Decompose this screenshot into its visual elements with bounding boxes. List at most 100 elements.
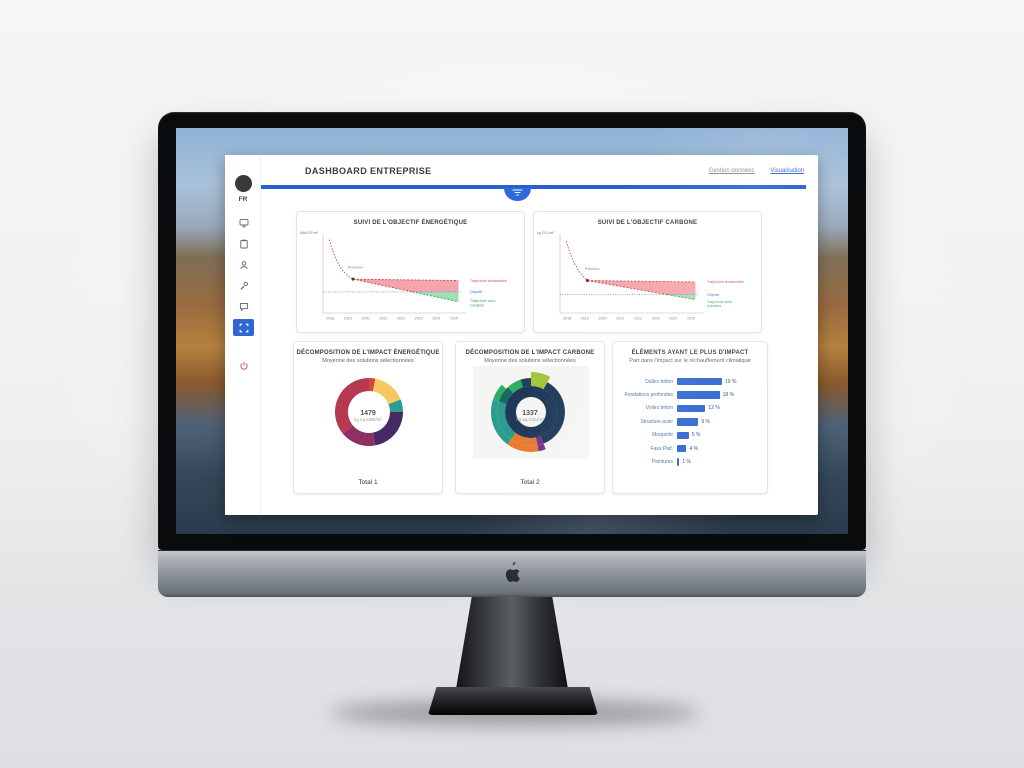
apple-logo-icon: [503, 561, 521, 583]
donut-segment: [531, 378, 548, 390]
legend-label: Trajectoire avec: [707, 300, 733, 304]
bar-row: Moquette 5 %: [621, 429, 759, 442]
donut-segment: [372, 378, 401, 405]
bar-value-label: 12 %: [708, 405, 720, 412]
donut-segment: [369, 378, 376, 392]
bar-row: Structure acier 9 %: [621, 415, 759, 428]
card-title: ÉLÉMENTS AYANT LE PLUS D'IMPACT: [631, 350, 749, 356]
x-tick: 2018: [326, 317, 334, 321]
bar: [677, 458, 680, 466]
legend-label: Trajectoire tendancielle: [707, 280, 744, 284]
header-nav: Gestion données Visualisation: [709, 168, 804, 174]
ecart-defavorable: [353, 279, 459, 292]
bar-category-label: Structure acier: [640, 418, 673, 425]
bar: [677, 418, 699, 426]
series-projection-tendancielle: [587, 280, 696, 283]
filter-toggle-button[interactable]: [504, 188, 531, 201]
card-title: DÉCOMPOSITION DE L'IMPACT CARBONE: [465, 350, 595, 356]
bar-row: Dalles béton 19 %: [621, 375, 759, 388]
sidebar-item-logout[interactable]: [233, 357, 254, 374]
devices-icon: [239, 218, 248, 227]
curve-annotation: Prévision: [585, 267, 600, 271]
bar-value-label: 4 %: [689, 445, 699, 452]
top-impact-card: ÉLÉMENTS AYANT LE PLUS D'IMPACT Part dan…: [612, 341, 768, 494]
energy-impact-donut: [294, 365, 442, 460]
series-historique: [565, 240, 588, 281]
gain-favorable: [412, 291, 459, 302]
bar-category-label: Moquette: [652, 432, 673, 439]
bar: [677, 404, 706, 413]
bar-row: Fondations profondes 18 %: [621, 388, 759, 401]
card-subtitle: Moyenne des solutions sélectionnées: [322, 358, 414, 364]
card-title: SUIVI DE L'OBJECTIF ÉNERGÉTIQUE: [353, 220, 468, 226]
header-divider: [261, 185, 806, 189]
build-icon: [239, 281, 248, 290]
legend-label: Objectif: [707, 293, 719, 297]
sidebar: FR: [225, 155, 261, 515]
bar: [677, 431, 689, 439]
marker-point: [351, 277, 355, 281]
donut-segment: [496, 401, 516, 440]
sidebar-item-reports[interactable]: [233, 235, 254, 252]
bar-category-label: Fondations profondes: [624, 392, 673, 399]
curve-annotation: Prévision: [348, 266, 363, 270]
donut-segment: [498, 387, 514, 404]
donut-segment: [388, 399, 403, 412]
series-historique: [328, 239, 354, 280]
chat-icon: [239, 302, 248, 311]
filter-icon: [512, 189, 523, 196]
donut-segment: [540, 382, 565, 444]
x-tick: 2023: [652, 317, 660, 321]
carbon-objective-chart: 2018 2019 2020 2021 2022 2023 2024 2025 kg CO₂/m…: [534, 226, 761, 326]
legend-label: Trajectoire avec: [470, 299, 496, 303]
donut-segment: [511, 433, 538, 447]
donut-segment: [507, 379, 523, 394]
donut-segment: [334, 378, 369, 434]
x-tick: 2019: [344, 317, 352, 321]
dashboard-icon: [239, 323, 248, 332]
x-tick: 2022: [397, 317, 405, 321]
donut-ring: [505, 386, 557, 438]
nav-link-gestion-donnees[interactable]: Gestion données: [709, 168, 755, 174]
ecart-defavorable: [587, 280, 696, 295]
marker-point: [585, 279, 589, 283]
sidebar-item-messages[interactable]: [233, 298, 254, 315]
carbon-impact-card: DÉCOMPOSITION DE L'IMPACT CARBONE Moyenn…: [455, 341, 605, 494]
series-solutions-sous-objectif: [667, 294, 696, 301]
donut-segment: [535, 436, 544, 446]
x-tick: 2025: [450, 317, 458, 321]
x-tick: 2018: [563, 317, 571, 321]
x-tick: 2020: [598, 317, 606, 321]
x-tick: 2021: [379, 317, 387, 321]
carbon-objective-card: SUIVI DE L'OBJECTIF CARBONE 2018 2019 2020…: [533, 211, 762, 333]
donut-segment: [491, 399, 512, 445]
bar-category-label: Voiles béton: [645, 405, 673, 412]
avatar-label: FR: [238, 196, 248, 203]
sidebar-item-dashboard[interactable]: [233, 319, 254, 336]
axes: [559, 234, 704, 314]
donut-footer: Total 2: [520, 479, 540, 486]
x-tick: 2024: [432, 317, 440, 321]
sidebar-item-tools[interactable]: [233, 277, 254, 294]
bar-row: Peintures 1 %: [621, 455, 759, 468]
bar: [677, 391, 720, 399]
donut-segment: [342, 425, 376, 447]
monitor-stand-base: [428, 687, 598, 715]
legend-label: Objectif: [470, 290, 482, 294]
sidebar-item-users[interactable]: [233, 256, 254, 273]
avatar[interactable]: [235, 175, 252, 192]
series-solutions-sous-objectif: [412, 291, 459, 303]
energy-impact-card: DÉCOMPOSITION DE L'IMPACT ÉNERGÉTIQUE Mo…: [293, 341, 443, 494]
bar-value-label: 5 %: [691, 432, 701, 439]
series-projection-tendancielle: [353, 278, 459, 282]
donut-segment: [520, 378, 531, 388]
y-axis-label: kWh EF/m²: [300, 231, 319, 235]
nav-link-visualisation[interactable]: Visualisation: [770, 168, 804, 174]
energy-objective-chart: 2018 2019 2020 2021 2022 2023 2024 2025 kWh EF/m…: [297, 226, 524, 326]
y-axis-label: kg CO₂/m²: [537, 231, 555, 235]
sidebar-item-devices[interactable]: [233, 214, 254, 231]
card-title: DÉCOMPOSITION DE L'IMPACT ÉNERGÉTIQUE: [296, 350, 440, 356]
card-title: SUIVI DE L'OBJECTIF CARBONE: [597, 220, 698, 226]
card-subtitle: Moyenne des solutions sélectionnées: [484, 358, 576, 364]
donut-footer: Total 1: [358, 479, 378, 486]
